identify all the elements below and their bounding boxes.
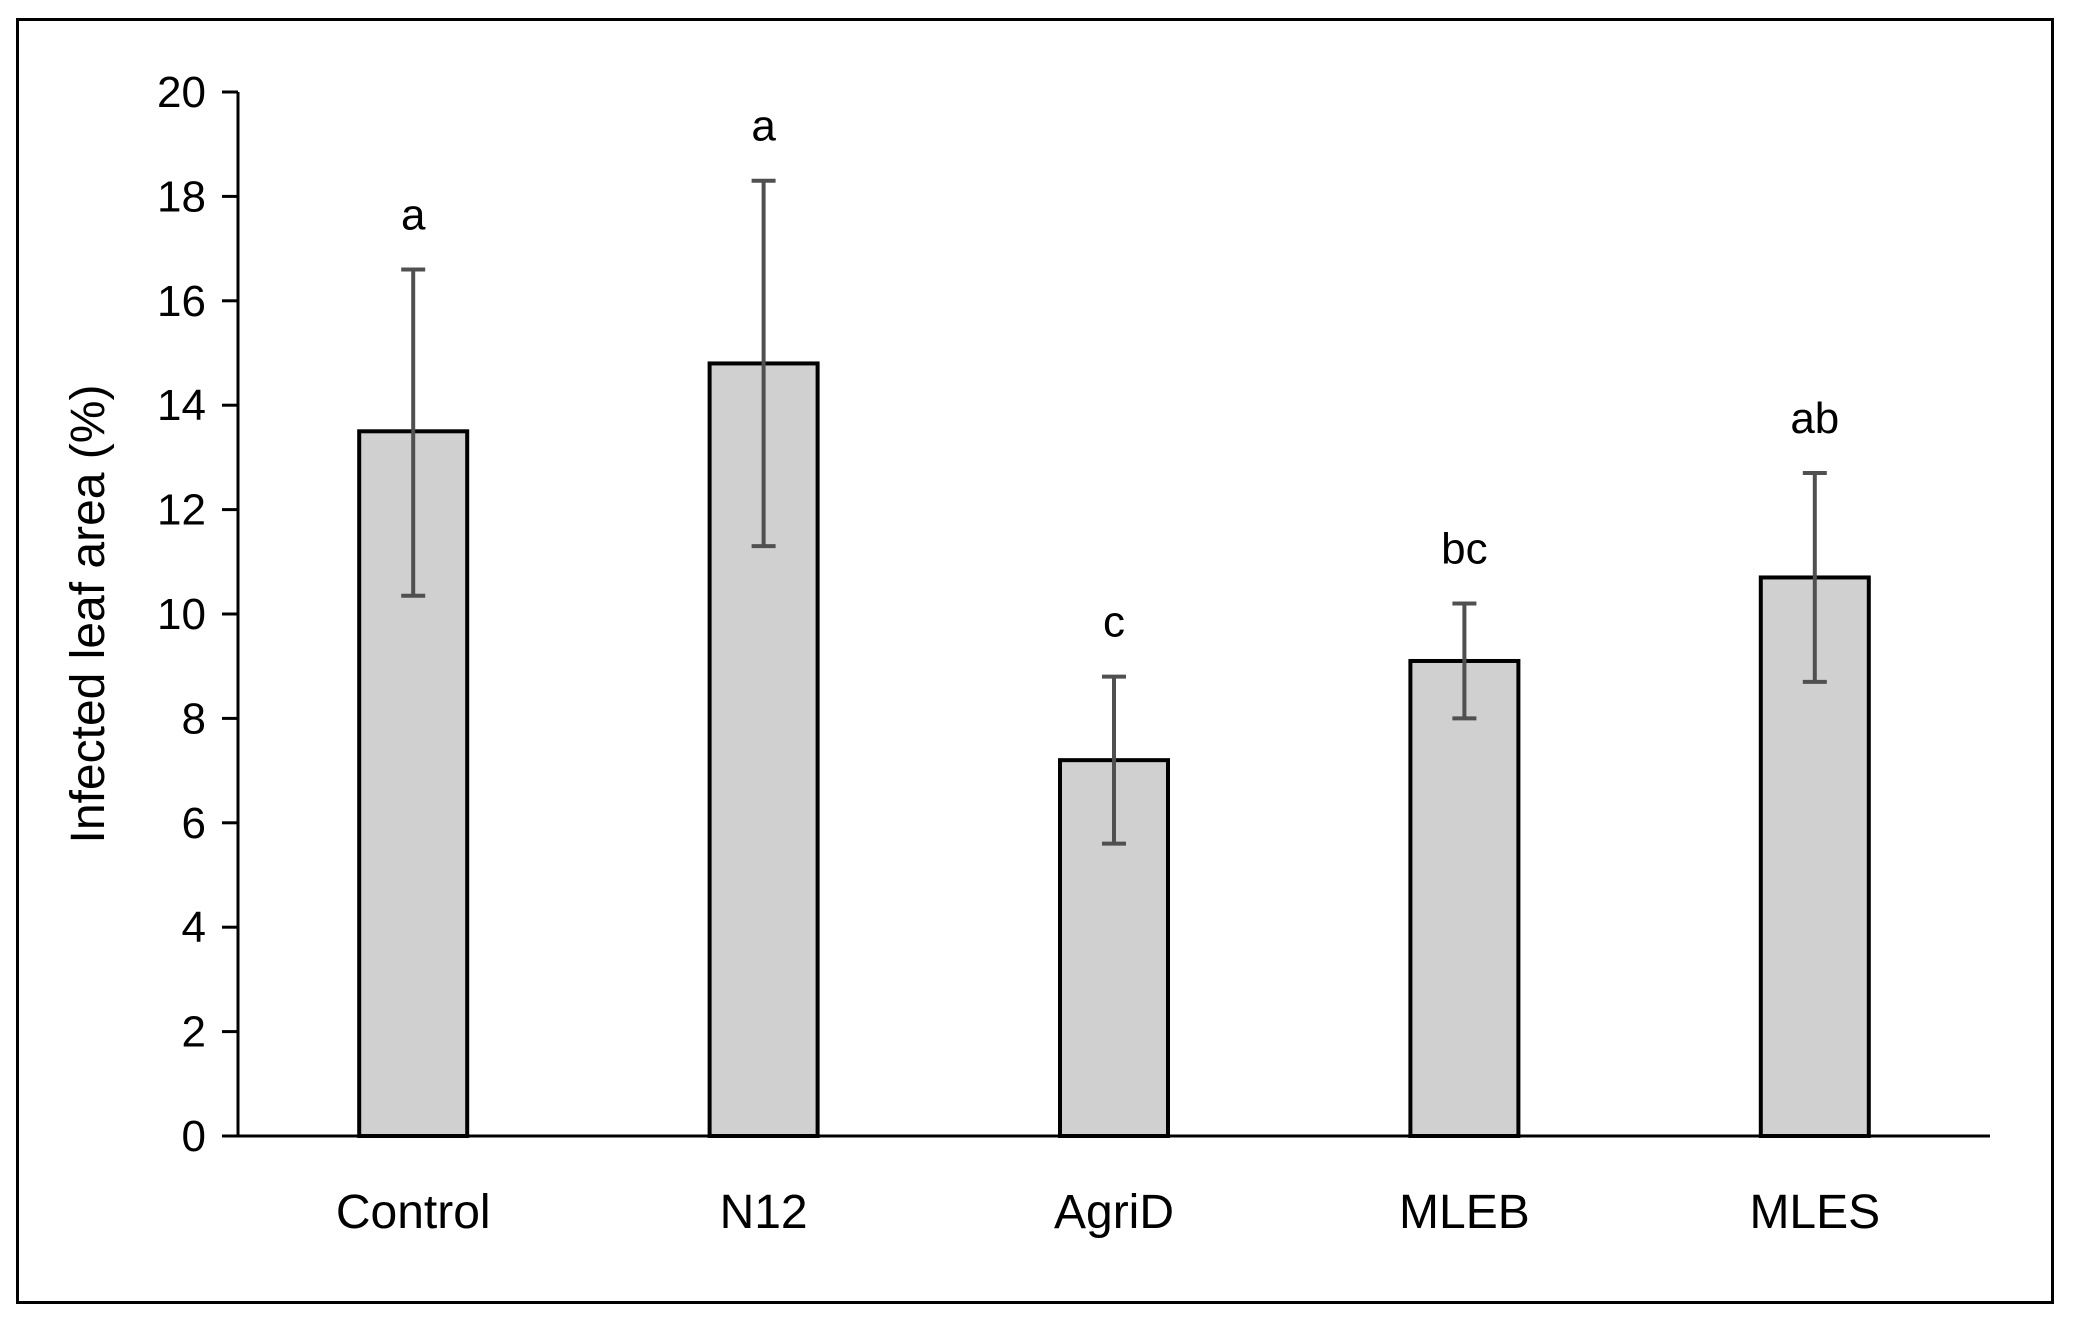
y-tick-label: 14 xyxy=(157,381,206,430)
y-tick-label: 20 xyxy=(157,68,206,117)
error-bars-group xyxy=(401,178,1827,846)
y-tick-label: 8 xyxy=(182,694,206,743)
y-tick-label: 10 xyxy=(157,590,206,639)
significance-label-mleb: bc xyxy=(1441,525,1487,574)
chart-frame xyxy=(16,18,2054,1304)
x-tick-label-mleb: MLEB xyxy=(1399,1186,1530,1239)
y-tick-label: 4 xyxy=(182,903,206,952)
y-tick-label: 6 xyxy=(182,799,206,848)
error-bar-mleb xyxy=(1452,601,1477,721)
significance-label-agrid: c xyxy=(1103,598,1125,647)
y-tick-label: 0 xyxy=(182,1112,206,1161)
x-tick-label-n12: N12 xyxy=(720,1186,808,1239)
y-tick-label: 12 xyxy=(157,486,206,535)
significance-label-mles: ab xyxy=(1790,394,1839,443)
bar-mleb xyxy=(1408,658,1521,1138)
y-tick-label: 18 xyxy=(157,172,206,221)
y-tick-label: 2 xyxy=(182,1008,206,1057)
error-bar-mles xyxy=(1802,471,1827,684)
significance-labels-group: a a c bc ab xyxy=(401,102,1839,647)
x-tick-label-mles: MLES xyxy=(1749,1186,1880,1239)
significance-label-n12: a xyxy=(751,102,776,151)
error-bar-control xyxy=(401,267,426,598)
error-bar-agrid xyxy=(1102,674,1126,846)
significance-label-control: a xyxy=(401,190,426,239)
category-labels-group: Control N12 AgriD MLEB MLES xyxy=(336,1186,1880,1239)
error-bar-n12 xyxy=(751,178,776,549)
x-tick-label-control: Control xyxy=(336,1186,491,1239)
x-tick-label-agrid: AgriD xyxy=(1054,1186,1174,1239)
y-axis-title: Infected leaf area (%) xyxy=(62,385,115,844)
y-axis-ticks: 0 2 4 6 8 10 12 14 16 18 20 xyxy=(157,68,238,1161)
y-tick-label: 16 xyxy=(157,277,206,326)
